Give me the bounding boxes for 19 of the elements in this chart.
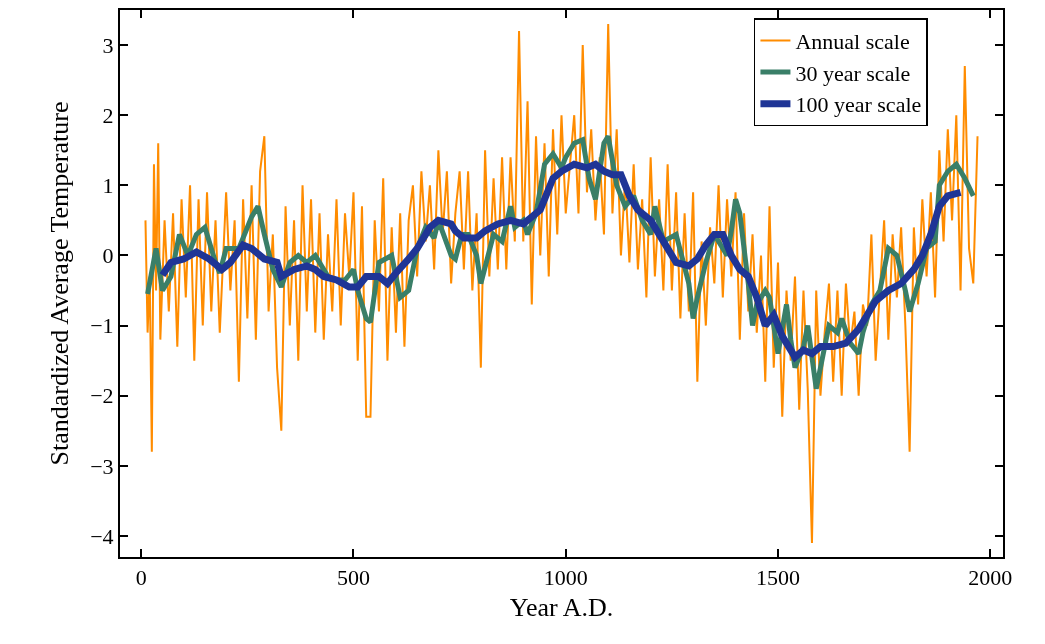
legend-label: Annual scale — [795, 29, 910, 55]
y-tick-label: 2 — [102, 102, 114, 128]
x-tick-label: 0 — [135, 565, 147, 591]
x-tick-label: 1000 — [543, 565, 588, 591]
x-tick-label: 2000 — [968, 565, 1013, 591]
x-axis-title: Year A.D. — [509, 592, 614, 622]
line-series — [144, 23, 979, 544]
y-tick-label: −3 — [90, 453, 114, 479]
y-tick-label: −4 — [90, 523, 114, 549]
x-tick-label: 1500 — [756, 565, 800, 591]
y-tick-label: −2 — [90, 383, 114, 409]
y-tick-label: −1 — [90, 313, 114, 339]
y-tick-label: 0 — [102, 243, 114, 269]
y-axis-title: Standardized Average Temperature — [45, 101, 75, 466]
legend-label: 30 year scale — [795, 60, 911, 86]
x-tick-label: 500 — [336, 565, 370, 591]
y-tick-label: 1 — [102, 173, 114, 199]
legend-label: 100 year scale — [795, 92, 922, 118]
y-tick-label: 3 — [102, 32, 114, 58]
